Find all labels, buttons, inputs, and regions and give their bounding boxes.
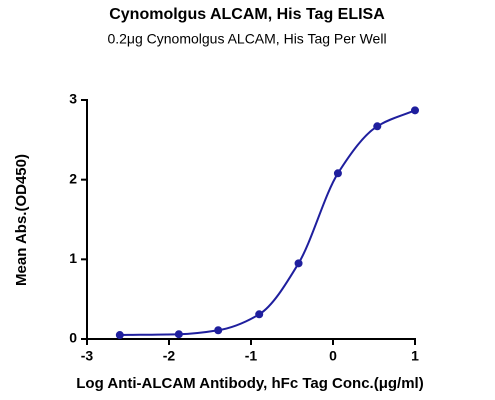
fit-curve [119,109,416,337]
data-point [115,331,124,340]
y-tick-label: 1 [69,250,77,266]
y-tick-label: 0 [69,330,77,346]
x-tick-label: -2 [163,348,176,364]
x-axis-label: Log Anti-ALCAM Antibody, hFc Tag Conc.(μ… [76,375,423,392]
y-axis-label: Mean Abs.(OD450) [13,154,30,286]
x-tick-label: -3 [81,348,94,364]
chart-title: Cynomolgus ALCAM, His Tag ELISA [109,6,385,23]
data-point [294,259,303,268]
data-point [214,326,223,335]
data-point [174,330,183,339]
data-point [333,169,342,178]
x-tick-label: 1 [411,348,419,364]
data-point [373,122,382,131]
y-tick-label: 2 [69,170,77,186]
chart-subtitle: 0.2μg Cynomolgus ALCAM, His Tag Per Well [107,31,386,47]
data-point [255,310,264,319]
data-point [411,106,419,115]
x-tick-label: 0 [329,348,337,364]
y-tick-label: 3 [69,91,77,107]
x-tick-label: -1 [245,348,258,364]
